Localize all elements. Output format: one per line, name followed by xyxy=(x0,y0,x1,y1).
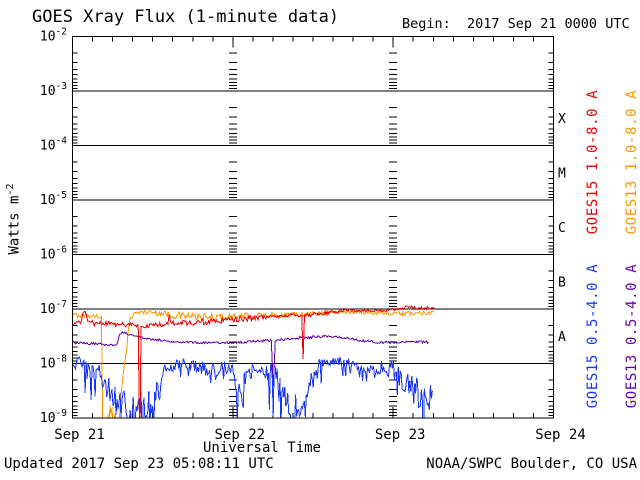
y-tick-label: 10-6 xyxy=(40,245,67,263)
y-tick-label: 10-4 xyxy=(40,136,67,154)
y-tick-label: 10-8 xyxy=(40,354,67,372)
trace-goes15-short xyxy=(73,355,433,418)
flare-class-label: X xyxy=(558,112,566,127)
y-axis-title-exponent: -2 xyxy=(5,183,16,196)
x-tick-label: Sep 21 xyxy=(54,427,105,443)
y-axis-title-text: Watts m xyxy=(6,195,23,255)
page-title: GOES Xray Flux (1-minute data) xyxy=(32,7,340,27)
flare-class-label: A xyxy=(558,330,566,345)
x-tick-label: Sep 24 xyxy=(535,427,586,443)
trace-goes15-long xyxy=(73,305,435,418)
plot-frame xyxy=(72,36,554,419)
legend-label: GOES13 0.5-4.0 A xyxy=(624,264,640,408)
trace-goes13-short xyxy=(73,331,429,387)
y-tick-label: 10-5 xyxy=(40,190,67,208)
flare-class-label: C xyxy=(558,221,566,236)
x-tick-label: Sep 22 xyxy=(215,427,266,443)
legend-label: GOES15 1.0-8.0 A xyxy=(585,90,601,234)
y-tick-label: 10-2 xyxy=(40,27,67,45)
y-axis-title: Watts m-2 xyxy=(5,129,23,309)
legend-label: GOES13 1.0-8.0 A xyxy=(624,90,640,234)
x-tick-label: Sep 23 xyxy=(375,427,426,443)
x-axis-title: Universal Time xyxy=(202,440,321,456)
y-tick-label: 10-9 xyxy=(40,408,67,426)
begin-time-label: Begin: 2017 Sep 21 0000 UTC xyxy=(402,16,630,32)
legend-label: GOES15 0.5-4.0 A xyxy=(585,264,601,408)
trace-goes13-long xyxy=(73,308,435,418)
y-tick-label: 10-3 xyxy=(40,81,67,99)
y-tick-label: 10-7 xyxy=(40,299,67,317)
updated-timestamp: Updated 2017 Sep 23 05:08:11 UTC xyxy=(4,456,274,472)
flare-class-label: M xyxy=(558,166,566,181)
credit-label: NOAA/SWPC Boulder, CO USA xyxy=(426,456,637,472)
flare-class-label: B xyxy=(558,275,566,290)
